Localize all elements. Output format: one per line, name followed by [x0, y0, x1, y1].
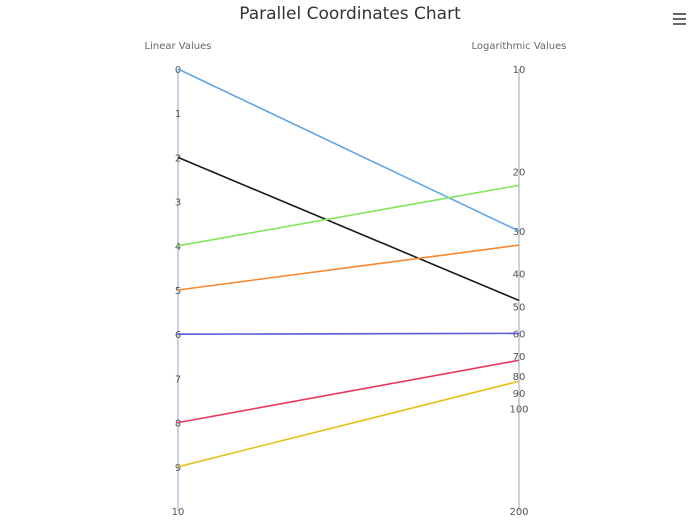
- tick-label: 4: [175, 242, 181, 253]
- tick-label: 3: [175, 198, 181, 209]
- series-line: [177, 244, 520, 291]
- series-line: [177, 332, 520, 336]
- tick-label: 6: [175, 330, 181, 341]
- series-line: [177, 68, 520, 232]
- series-line: [177, 184, 520, 247]
- series-line: [177, 380, 520, 468]
- tick-label: 7: [175, 374, 181, 385]
- tick-label: 5: [175, 286, 181, 297]
- tick-label: 40: [513, 270, 526, 281]
- tick-label: 80: [513, 372, 526, 383]
- tick-label: 70: [513, 352, 526, 363]
- tick-label: 9: [175, 463, 181, 474]
- axis-title: Linear Values: [145, 41, 212, 52]
- series-line: [177, 156, 520, 302]
- tick-label: 10: [172, 507, 185, 518]
- chart-title: Parallel Coordinates Chart: [239, 4, 461, 24]
- tick-label: 60: [513, 329, 526, 340]
- tick-label: 50: [513, 302, 526, 313]
- tick-label: 2: [175, 153, 181, 164]
- tick-label: 30: [513, 227, 526, 238]
- tick-label: 1: [175, 109, 181, 120]
- tick-label: 10: [513, 65, 526, 76]
- tick-label: 100: [509, 405, 528, 416]
- tick-label: 90: [513, 389, 526, 400]
- tick-label: 8: [175, 419, 181, 430]
- hamburger-menu-icon[interactable]: [670, 8, 690, 28]
- tick-label: 0: [175, 65, 181, 76]
- tick-label: 200: [509, 507, 528, 518]
- series-line: [177, 359, 520, 424]
- axis-title: Logarithmic Values: [471, 41, 566, 52]
- tick-label: 20: [513, 167, 526, 178]
